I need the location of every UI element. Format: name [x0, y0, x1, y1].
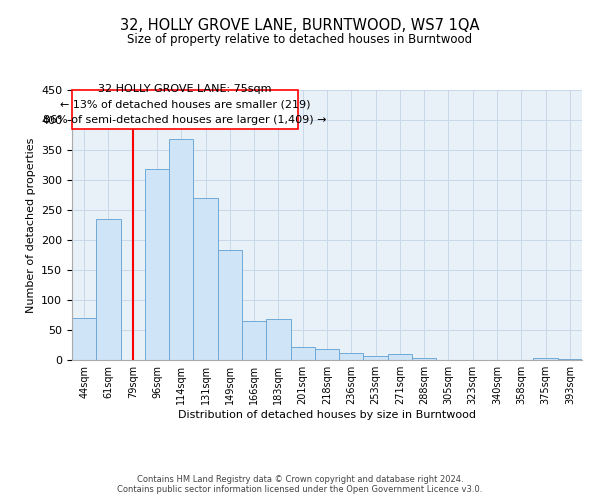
Bar [145, 169, 169, 360]
Bar [290, 347, 315, 360]
Bar [388, 354, 412, 360]
Bar [558, 359, 582, 360]
Bar [266, 319, 290, 360]
Bar [193, 198, 218, 360]
Text: Size of property relative to detached houses in Burntwood: Size of property relative to detached ho… [127, 32, 473, 46]
Text: Contains public sector information licensed under the Open Government Licence v3: Contains public sector information licen… [118, 485, 482, 494]
Bar [72, 318, 96, 360]
Bar [364, 356, 388, 360]
Bar [169, 139, 193, 360]
Text: Contains HM Land Registry data © Crown copyright and database right 2024.: Contains HM Land Registry data © Crown c… [137, 475, 463, 484]
Bar [412, 358, 436, 360]
Y-axis label: Number of detached properties: Number of detached properties [26, 138, 35, 312]
Bar [533, 358, 558, 360]
Bar [96, 219, 121, 360]
Bar [218, 250, 242, 360]
X-axis label: Distribution of detached houses by size in Burntwood: Distribution of detached houses by size … [178, 410, 476, 420]
Bar [315, 349, 339, 360]
Bar [242, 321, 266, 360]
Text: 32 HOLLY GROVE LANE: 75sqm
← 13% of detached houses are smaller (219)
86% of sem: 32 HOLLY GROVE LANE: 75sqm ← 13% of deta… [43, 84, 326, 125]
Text: 32, HOLLY GROVE LANE, BURNTWOOD, WS7 1QA: 32, HOLLY GROVE LANE, BURNTWOOD, WS7 1QA [120, 18, 480, 32]
Bar [339, 353, 364, 360]
